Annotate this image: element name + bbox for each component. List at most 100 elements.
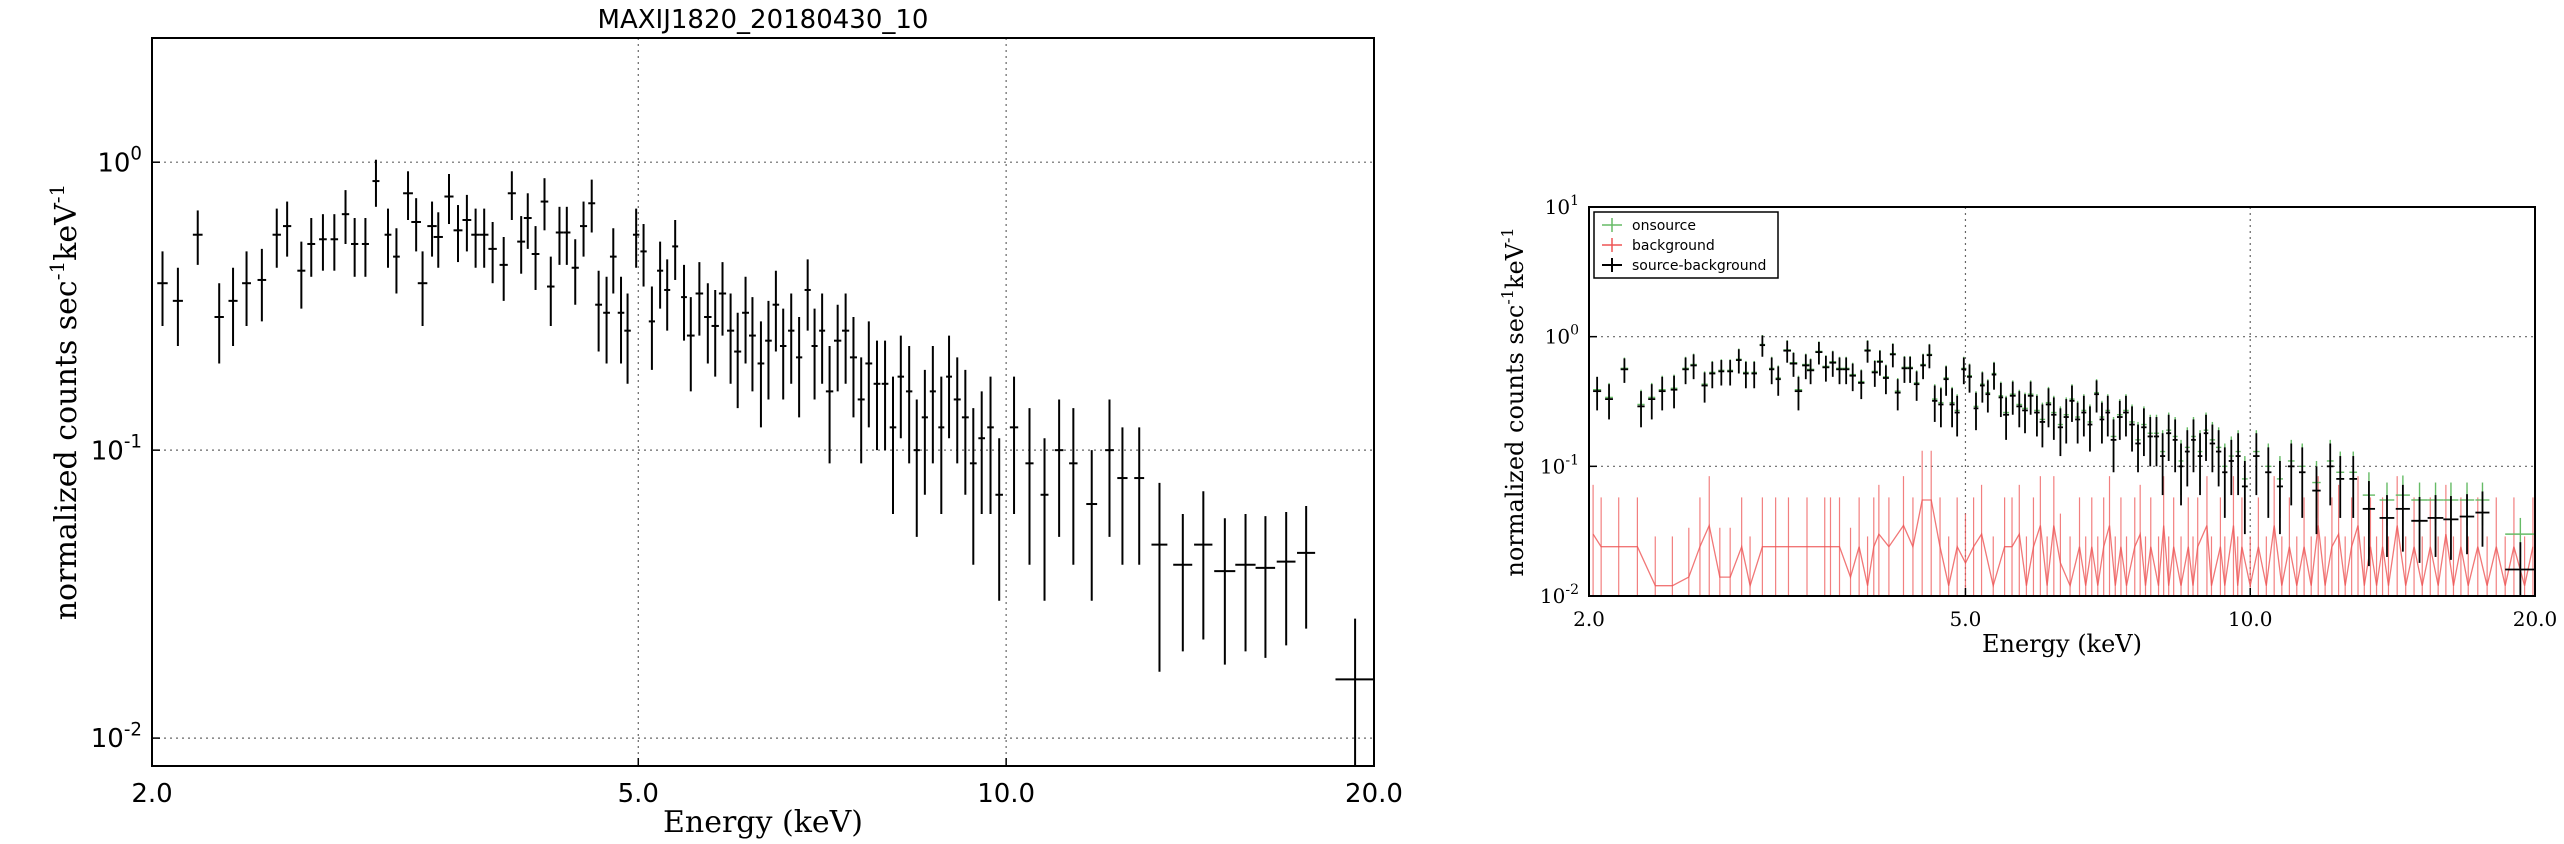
y-axis-label: normalized counts sec-1keV-1 [1498, 227, 1529, 576]
data-point [1913, 371, 1920, 401]
data-point [1727, 360, 1734, 386]
data-point [2184, 430, 2190, 487]
data-point [2135, 424, 2141, 473]
data-point [172, 267, 183, 346]
data-point [2178, 443, 2184, 506]
data-point [1894, 379, 1901, 411]
data-point [995, 438, 1003, 601]
data-point [2336, 456, 2345, 518]
data-point [1735, 349, 1742, 374]
data-point [657, 241, 664, 309]
data-point [609, 228, 617, 294]
background-series [1592, 450, 2534, 596]
data-point [330, 214, 339, 271]
data-point [1709, 361, 1716, 389]
data-point [2427, 495, 2444, 557]
data-point [547, 256, 555, 326]
data-point [411, 198, 421, 252]
data-point [1194, 491, 1213, 640]
data-point [617, 276, 625, 364]
data-point [517, 216, 526, 274]
data-point [2039, 404, 2046, 448]
data-point [938, 376, 945, 515]
data-point [1829, 351, 1837, 377]
data-point [2197, 433, 2203, 496]
data-point [2069, 385, 2075, 422]
data-point [2160, 433, 2166, 496]
data-point [897, 335, 905, 439]
data-point [2022, 394, 2028, 434]
data-point [531, 226, 540, 290]
x-axis-label: Energy (keV) [663, 805, 863, 840]
data-point [664, 259, 671, 331]
data-point [961, 369, 969, 495]
data-point [2057, 408, 2064, 457]
data-point [2116, 400, 2123, 440]
data-point [297, 241, 306, 309]
y-tick-label: 101 [1545, 193, 1579, 219]
data-point [2379, 495, 2395, 557]
data-point [1836, 357, 1843, 385]
data-point [1901, 356, 1908, 383]
legend-item-background: background [1602, 238, 1715, 254]
data-point [157, 251, 168, 326]
data-point [319, 214, 327, 271]
data-point [757, 321, 765, 428]
data-point [842, 293, 850, 384]
y-tick-label: 100 [1545, 323, 1579, 349]
data-point [2459, 494, 2475, 555]
x-tick-label: 5.0 [618, 779, 659, 809]
data-point [2411, 497, 2428, 563]
data-point [873, 340, 881, 451]
data-point [1849, 363, 1856, 392]
data-point [563, 206, 571, 265]
data-point [2191, 419, 2196, 473]
y-tick-labels: 101 100 10-1 10-2 [1540, 193, 1597, 608]
data-point [2016, 391, 2023, 428]
data-point [1973, 392, 1979, 431]
data-point [857, 357, 865, 464]
data-point [2312, 466, 2321, 535]
data-point [272, 208, 281, 268]
data-point [479, 208, 489, 268]
data-point [427, 201, 437, 257]
data-point [1025, 408, 1034, 565]
data-point [1637, 391, 1645, 428]
data-point [1822, 355, 1830, 382]
data-point [1086, 450, 1098, 601]
data-point [341, 190, 350, 244]
data-point [2298, 447, 2306, 518]
x-tick-label: 20.0 [2513, 607, 2558, 631]
data-point [1335, 618, 1374, 766]
data-point [1151, 482, 1168, 672]
data-point [681, 264, 687, 341]
data-point [2443, 496, 2459, 560]
data-point [571, 239, 579, 305]
data-point [921, 369, 928, 495]
data-point [2141, 408, 2147, 457]
data-point [603, 276, 610, 364]
data-point [2081, 395, 2087, 437]
data-point [1054, 399, 1064, 537]
data-point [889, 376, 897, 515]
data-point [1926, 344, 1933, 369]
data-point [228, 267, 238, 346]
data-point [580, 201, 588, 257]
data-point [2105, 395, 2111, 437]
data-point [1297, 505, 1316, 629]
grid-lines [152, 38, 1374, 766]
data-point [2265, 447, 2272, 518]
data-point [2235, 433, 2241, 496]
legend-item-source-background: source-background [1602, 258, 1766, 274]
data-point [2475, 491, 2490, 547]
data-point [1775, 366, 1781, 396]
data-point [772, 270, 780, 352]
legend: onsource background source-background [1593, 211, 1779, 279]
data-point [819, 293, 826, 384]
data-point [905, 345, 913, 464]
y-axis-label: normalized counts sec-1keV-1 [45, 184, 84, 621]
data-point [2362, 481, 2376, 567]
data-point [1858, 370, 1865, 400]
data-point [2034, 395, 2040, 437]
